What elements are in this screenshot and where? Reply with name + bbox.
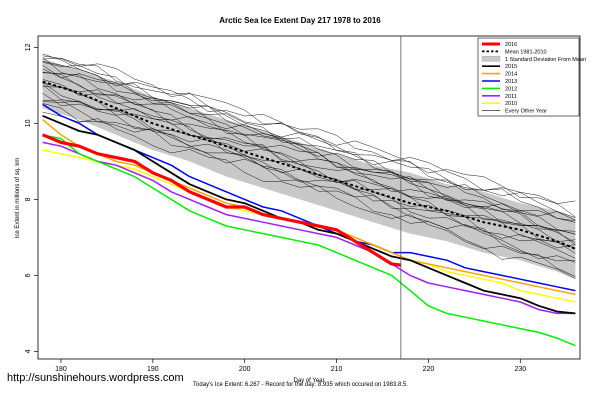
y-tick-label: 8 (25, 197, 32, 201)
series-line-2012 (42, 134, 576, 347)
x-tick-label: 230 (514, 366, 526, 373)
every-other-year-line (42, 57, 576, 222)
series-line-2015 (42, 114, 576, 315)
every-other-year-line (42, 65, 576, 262)
footnote: Today's Ice Extent: 6.267 - Record for t… (193, 382, 408, 388)
y-tick-label: 4 (25, 349, 32, 353)
legend-label: 2016 (505, 42, 517, 48)
every-other-year-line (42, 61, 576, 243)
x-tick-label: 180 (55, 366, 67, 373)
legend-label: Every Other Year (505, 109, 547, 115)
x-tick-label: 210 (331, 366, 343, 373)
y-tick-label: 6 (25, 273, 32, 277)
legend-label: 1 Standard Deviation From Mean (505, 57, 586, 63)
every-other-year-line (42, 71, 576, 221)
legend-label: 2011 (505, 94, 517, 100)
every-other-year-line (42, 111, 576, 277)
y-axis-ticks: 4 6 8 10 12 (25, 43, 38, 353)
x-axis-ticks: 180 190 200 210 220 230 (55, 359, 526, 373)
every-other-year-line (42, 56, 576, 223)
legend-label: 2012 (505, 86, 517, 92)
every-other-year-line (42, 99, 576, 263)
legend-label: 2015 (505, 64, 517, 70)
every-other-year-line (42, 81, 576, 232)
every-other-year-layer (42, 53, 576, 279)
legend-label: 2014 (505, 72, 517, 78)
series-layer (41, 103, 576, 347)
every-other-year-line (42, 79, 576, 246)
every-other-year-line (42, 103, 576, 254)
y-tick-label: 12 (25, 43, 32, 51)
y-tick-label: 10 (25, 119, 32, 127)
x-axis-label: Day of Year (293, 378, 324, 384)
every-other-year-line (42, 86, 576, 235)
legend-label: Mean 1981-2010 (505, 49, 547, 55)
series-line-2016 (41, 133, 402, 267)
std-band-layer (42, 58, 576, 280)
every-other-year-line (42, 61, 576, 243)
credit-url: http://sunshinehours.wordpress.com (7, 372, 184, 384)
series-line-2011 (42, 141, 576, 315)
x-tick-label: 200 (239, 366, 251, 373)
legend-label: 2010 (505, 101, 517, 107)
every-other-year-line (42, 68, 576, 218)
legend-label: 2013 (505, 79, 517, 85)
std-deviation-band (42, 58, 576, 280)
y-axis-label: Ice Extent in millions of sq. km (15, 158, 21, 239)
every-other-year-line (42, 53, 576, 204)
x-tick-label: 220 (423, 366, 435, 373)
legend-swatch (481, 56, 501, 62)
chart-title: Arctic Sea Ice Extent Day 217 1978 to 20… (219, 16, 381, 25)
x-tick-label: 190 (147, 366, 159, 373)
